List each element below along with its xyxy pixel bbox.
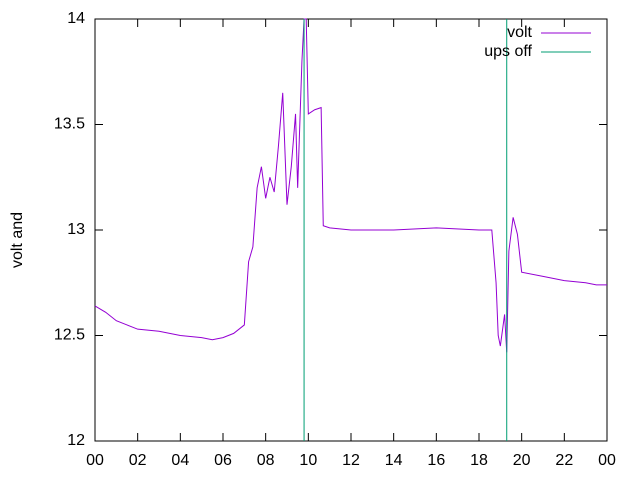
x-tick-label: 14 xyxy=(385,452,403,469)
y-tick-label: 14 xyxy=(67,10,85,27)
x-tick-label: 18 xyxy=(470,452,488,469)
x-tick-label: 04 xyxy=(171,452,189,469)
x-tick-label: 00 xyxy=(86,452,104,469)
y-tick-label: 12.5 xyxy=(54,327,85,344)
legend-label: ups off xyxy=(484,43,532,60)
x-tick-label: 08 xyxy=(257,452,275,469)
y-axis-label: volt and xyxy=(9,212,26,268)
x-tick-label: 20 xyxy=(513,452,531,469)
x-tick-label: 06 xyxy=(214,452,232,469)
legend-label: volt xyxy=(507,24,532,41)
x-tick-label: 10 xyxy=(299,452,317,469)
y-tick-label: 13 xyxy=(67,221,85,238)
y-tick-label: 13.5 xyxy=(54,116,85,133)
x-tick-label: 02 xyxy=(129,452,147,469)
series-line xyxy=(303,19,508,441)
x-tick-label: 16 xyxy=(427,452,445,469)
x-tick-label: 22 xyxy=(555,452,573,469)
series-line xyxy=(94,18,607,353)
x-tick-label: 12 xyxy=(342,452,360,469)
y-tick-label: 12 xyxy=(67,432,85,449)
x-tick-label: 00 xyxy=(598,452,616,469)
